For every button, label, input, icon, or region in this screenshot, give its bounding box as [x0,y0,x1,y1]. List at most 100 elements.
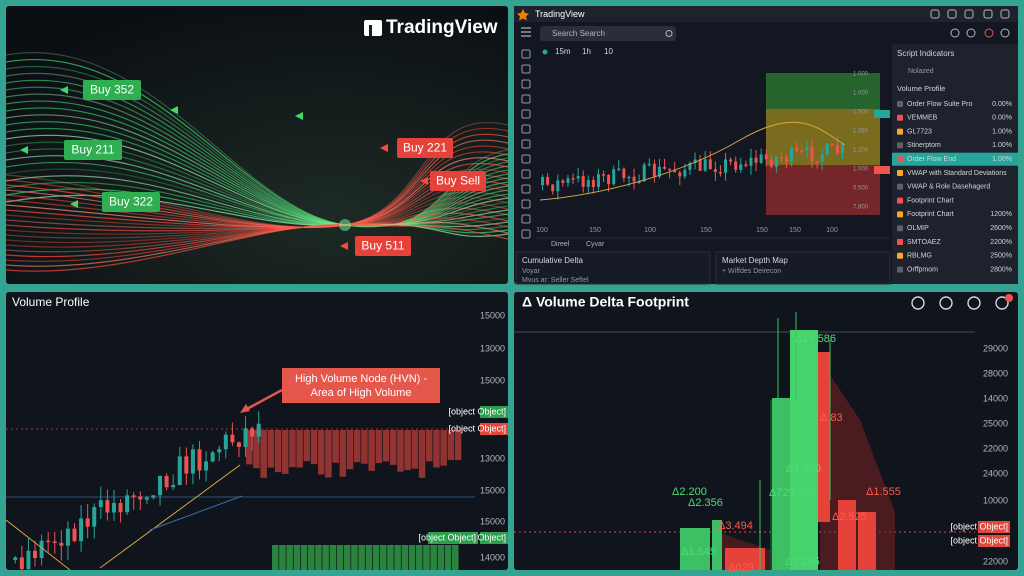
search-box[interactable] [540,26,676,41]
profile-bar-green [322,545,329,570]
candle [105,500,110,513]
profile-bar-red [426,430,433,462]
timeframe[interactable]: 10 [604,47,613,56]
profile-bar-green [401,545,409,570]
tool-icon[interactable] [967,296,981,310]
sub-panel-line: + Wiffdes Deirecon [722,268,781,275]
candle [663,166,667,169]
candle [256,423,261,437]
flow-tag [355,236,411,256]
candle [177,456,182,485]
indicator-name[interactable]: GL7723 [907,128,932,135]
profile-bar-red [318,430,325,475]
flow-arrow [340,242,348,250]
price-tag [978,535,1010,547]
profile-bar-green [315,545,322,570]
flow-line [5,161,509,226]
candle [612,169,616,185]
indicator-name[interactable]: Order Flow Suite Pro [907,101,972,108]
indicator-name[interactable]: Footprint Chart [907,211,954,218]
convergence-glow [339,219,351,231]
indicator-name[interactable]: Order Flow End [907,156,956,163]
indicator-value: 2800% [990,266,1012,273]
footprint-column [725,548,765,570]
profile-bar-green [293,545,301,570]
tool-icon[interactable] [521,124,531,134]
indicator-name[interactable]: SMTOAEZ [907,239,941,246]
tool-icon[interactable] [995,296,1009,310]
sub-panel [715,251,891,285]
profile-bar-red [390,430,397,465]
profile-bar-green [286,545,293,570]
tool-icon[interactable] [521,79,531,89]
candle [678,172,682,177]
candle [795,147,799,151]
tool-icon[interactable] [521,169,531,179]
indicator-name[interactable]: OLMIP [907,225,929,232]
price-label: 15000 [480,310,505,320]
indicator-name[interactable]: VWAP with Standard Deviations [907,170,1007,177]
tool-icon[interactable] [521,199,531,209]
tool-icon[interactable] [521,49,531,59]
tool-icon[interactable] [521,64,531,74]
candle [790,147,794,162]
profile-bar-green [329,545,337,570]
indicator-value: 2500% [990,253,1012,260]
indicator-name[interactable]: RBLMG [907,253,932,260]
candle [98,500,103,508]
price-label: 22000 [983,443,1008,453]
candle [164,475,169,488]
candle [571,178,575,180]
window-icon [947,9,957,19]
flow-arrow [70,200,78,208]
price-tag-text: [object Object] [950,521,1008,531]
candle [596,174,600,188]
indicator-name[interactable]: Stinerptom [907,142,941,149]
candle [19,557,24,570]
indicator-name[interactable]: VEMMEB [907,115,938,122]
flow-tag-text: Buy Sell [436,174,480,188]
tool-icon[interactable] [521,94,531,104]
candle [171,484,176,488]
indicator-name[interactable]: Orffpmom [907,266,938,273]
candle [769,159,773,167]
sidebar-highlight [892,152,1018,166]
profile-bar-red [303,430,311,462]
logo-icon [364,20,382,36]
timeframe[interactable]: 1h [582,47,591,56]
price-label: 1.000 [853,72,869,78]
profile-bar-green [444,545,452,570]
price-tag-text: [object Object] [950,535,1008,545]
tool-icon[interactable] [939,296,953,310]
flow-arrow [420,177,428,185]
tool-icon[interactable] [521,214,531,224]
tool-icon[interactable] [911,296,925,310]
timeframe[interactable]: 15m [555,47,571,56]
tool-icon[interactable] [521,154,531,164]
logo-text: TradingView [386,17,498,38]
profile-bar-green [387,545,394,570]
candle [59,542,64,546]
tool-icon[interactable] [521,229,531,239]
tool-icon[interactable] [521,109,531,119]
indicator-name[interactable]: VWAP & Role Dasehagerd [907,184,990,191]
candle [602,174,606,176]
tool-icon[interactable] [521,139,531,149]
toolbar-icon [966,28,976,38]
row-icon [897,128,903,135]
time-label: 150 [789,227,801,234]
profile-bar-red [332,430,339,463]
price-label: 13000 [480,453,505,463]
indicator-value: 2200% [990,239,1012,246]
indicator-name[interactable]: Footprint Chart [907,197,954,204]
price-label: 1.000 [853,167,869,173]
candle [92,507,97,527]
footprint-column [818,352,830,522]
candle [591,180,595,188]
price-label: 10000 [983,495,1008,505]
row-icon [897,225,903,232]
tool-icon[interactable] [521,184,531,194]
candle [26,550,31,570]
delta-label: Δ14.586 [795,333,836,345]
profile-bar-green [416,545,423,570]
